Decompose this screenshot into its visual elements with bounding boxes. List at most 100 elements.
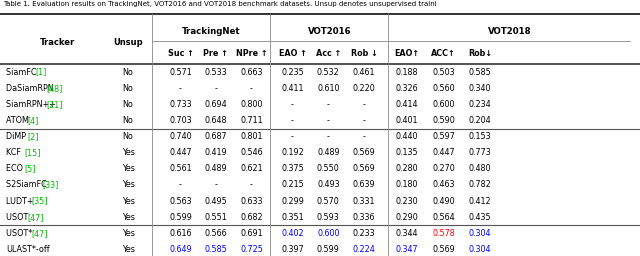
Text: 0.135: 0.135 [395, 148, 418, 157]
Text: [15]: [15] [24, 148, 40, 157]
Text: 0.633: 0.633 [240, 197, 263, 206]
Text: 0.740: 0.740 [169, 132, 192, 141]
Text: No: No [123, 100, 133, 109]
Text: 0.224: 0.224 [353, 245, 376, 254]
Text: 0.551: 0.551 [204, 213, 227, 222]
Text: -: - [363, 100, 365, 109]
Text: 0.773: 0.773 [468, 148, 492, 157]
Text: 0.375: 0.375 [281, 164, 304, 173]
Text: 0.331: 0.331 [353, 197, 376, 206]
Text: 0.593: 0.593 [317, 213, 340, 222]
Text: 0.682: 0.682 [240, 213, 263, 222]
Text: 0.489: 0.489 [317, 148, 340, 157]
Text: -: - [291, 116, 294, 125]
Text: [5]: [5] [24, 164, 35, 173]
Text: 0.569: 0.569 [353, 164, 376, 173]
Text: 0.347: 0.347 [395, 245, 418, 254]
Text: Unsup: Unsup [113, 38, 143, 47]
Text: 0.340: 0.340 [468, 84, 492, 93]
Text: 0.663: 0.663 [240, 68, 263, 77]
Text: 0.463: 0.463 [432, 180, 455, 189]
Text: [21]: [21] [46, 100, 63, 109]
Text: TrackingNet: TrackingNet [182, 27, 240, 37]
Text: 0.435: 0.435 [468, 213, 492, 222]
Text: NPre ↑: NPre ↑ [236, 49, 268, 58]
Text: Yes: Yes [122, 148, 134, 157]
Text: -: - [291, 100, 294, 109]
Text: Acc ↑: Acc ↑ [316, 49, 341, 58]
Text: 0.801: 0.801 [240, 132, 263, 141]
Text: 0.560: 0.560 [432, 84, 455, 93]
Text: 0.599: 0.599 [169, 213, 192, 222]
Text: 0.546: 0.546 [240, 148, 263, 157]
Text: No: No [123, 132, 133, 141]
Text: 0.564: 0.564 [432, 213, 455, 222]
Text: 0.480: 0.480 [468, 164, 492, 173]
Text: [1]: [1] [35, 68, 47, 77]
Text: 0.397: 0.397 [281, 245, 304, 254]
Text: Yes: Yes [122, 197, 134, 206]
Text: 0.490: 0.490 [432, 197, 455, 206]
Text: Yes: Yes [122, 164, 134, 173]
Text: 0.585: 0.585 [204, 245, 227, 254]
Text: 0.220: 0.220 [353, 84, 376, 93]
Text: [47]: [47] [28, 213, 44, 222]
Text: 0.304: 0.304 [468, 245, 492, 254]
Text: LUDT+: LUDT+ [6, 197, 36, 206]
Text: 0.532: 0.532 [317, 68, 340, 77]
Text: [33]: [33] [42, 180, 59, 189]
Text: EAO↑: EAO↑ [394, 49, 419, 58]
Text: KCF: KCF [6, 148, 24, 157]
Text: VOT2016: VOT2016 [307, 27, 351, 37]
Text: 0.649: 0.649 [169, 245, 192, 254]
Text: 0.204: 0.204 [468, 116, 492, 125]
Text: 0.566: 0.566 [204, 229, 227, 238]
Text: 0.616: 0.616 [169, 229, 192, 238]
Text: -: - [214, 84, 217, 93]
Text: 0.600: 0.600 [432, 100, 455, 109]
Text: 0.299: 0.299 [281, 197, 304, 206]
Text: [48]: [48] [46, 84, 63, 93]
Text: 0.563: 0.563 [169, 197, 192, 206]
Text: 0.153: 0.153 [468, 132, 492, 141]
Text: 0.461: 0.461 [353, 68, 376, 77]
Text: 0.585: 0.585 [468, 68, 492, 77]
Text: ECO: ECO [6, 164, 26, 173]
Text: -: - [363, 132, 365, 141]
Text: 0.290: 0.290 [395, 213, 418, 222]
Text: [4]: [4] [28, 116, 39, 125]
Text: 0.569: 0.569 [353, 148, 376, 157]
Text: EAO ↑: EAO ↑ [278, 49, 307, 58]
Text: 0.800: 0.800 [240, 100, 263, 109]
Text: 0.336: 0.336 [353, 213, 376, 222]
Text: -: - [179, 180, 182, 189]
Text: Tracker: Tracker [40, 38, 76, 47]
Text: Pre ↑: Pre ↑ [204, 49, 228, 58]
Text: No: No [123, 116, 133, 125]
Text: SiamFC: SiamFC [6, 68, 40, 77]
Text: No: No [123, 84, 133, 93]
Text: 0.590: 0.590 [432, 116, 455, 125]
Text: DaSiamRPN: DaSiamRPN [6, 84, 56, 93]
Text: 0.571: 0.571 [169, 68, 192, 77]
Text: 0.687: 0.687 [204, 132, 227, 141]
Text: USOT: USOT [6, 213, 31, 222]
Text: 0.639: 0.639 [353, 180, 376, 189]
Text: 0.440: 0.440 [395, 132, 418, 141]
Text: 0.495: 0.495 [204, 197, 227, 206]
Text: Yes: Yes [122, 213, 134, 222]
Text: 0.597: 0.597 [432, 132, 455, 141]
Text: DiMP: DiMP [6, 132, 29, 141]
Text: S2SiamFC: S2SiamFC [6, 180, 50, 189]
Text: 0.569: 0.569 [432, 245, 455, 254]
Text: 0.733: 0.733 [169, 100, 192, 109]
Text: 0.351: 0.351 [281, 213, 304, 222]
Text: Table 1. Evaluation results on TrackingNet, VOT2016 and VOT2018 benchmark datase: Table 1. Evaluation results on TrackingN… [3, 1, 437, 7]
Text: 0.270: 0.270 [432, 164, 455, 173]
Text: -: - [327, 100, 330, 109]
Text: 0.725: 0.725 [240, 245, 263, 254]
Text: 0.782: 0.782 [468, 180, 492, 189]
Text: VOT2018: VOT2018 [488, 27, 531, 37]
Text: [47]: [47] [31, 229, 48, 238]
Text: 0.599: 0.599 [317, 245, 340, 254]
